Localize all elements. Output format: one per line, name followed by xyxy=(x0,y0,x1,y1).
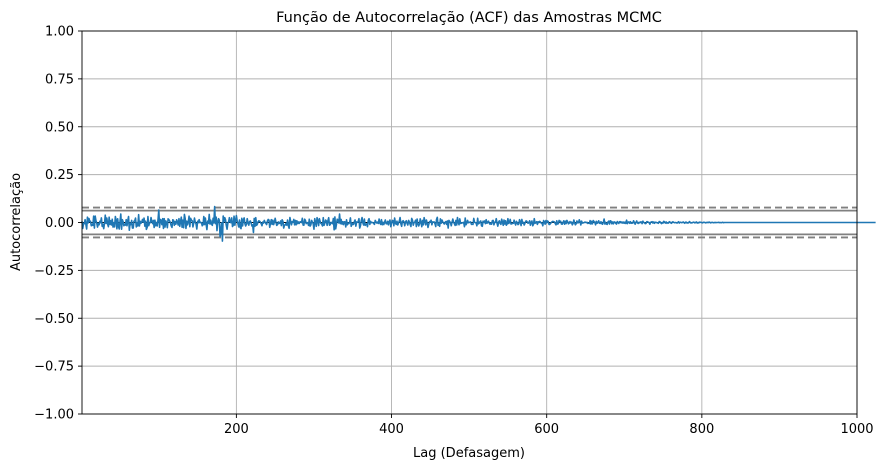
series-group xyxy=(81,205,876,242)
y-tick-label: −1.00 xyxy=(34,408,74,423)
y-tick-label: 0.25 xyxy=(45,168,74,183)
y-tick-label: −0.75 xyxy=(34,360,74,375)
y-tick-label: 1.00 xyxy=(45,25,74,40)
x-tick-label: 800 xyxy=(689,422,714,437)
x-axis-ticks: 200 400 600 800 1000 xyxy=(224,414,874,437)
y-tick-label: −0.50 xyxy=(34,312,74,327)
y-tick-label: 0.00 xyxy=(45,216,74,231)
acf-series-line xyxy=(81,205,876,242)
x-tick-label: 400 xyxy=(379,422,404,437)
x-tick-label: 1000 xyxy=(840,422,873,437)
y-tick-label: −0.25 xyxy=(34,264,74,279)
chart-title: Função de Autocorrelação (ACF) das Amost… xyxy=(276,10,662,26)
y-axis-label: Autocorrelação xyxy=(9,173,24,271)
y-tick-label: 0.75 xyxy=(45,72,74,87)
x-axis-label: Lag (Defasagem) xyxy=(413,446,525,461)
y-tick-label: 0.50 xyxy=(45,120,74,135)
y-axis-ticks: 1.00 0.75 0.50 0.25 0.00 −0.25 −0.50 −0.75 −1.00 xyxy=(34,25,82,423)
x-tick-label: 600 xyxy=(534,422,559,437)
x-tick-label: 200 xyxy=(224,422,249,437)
